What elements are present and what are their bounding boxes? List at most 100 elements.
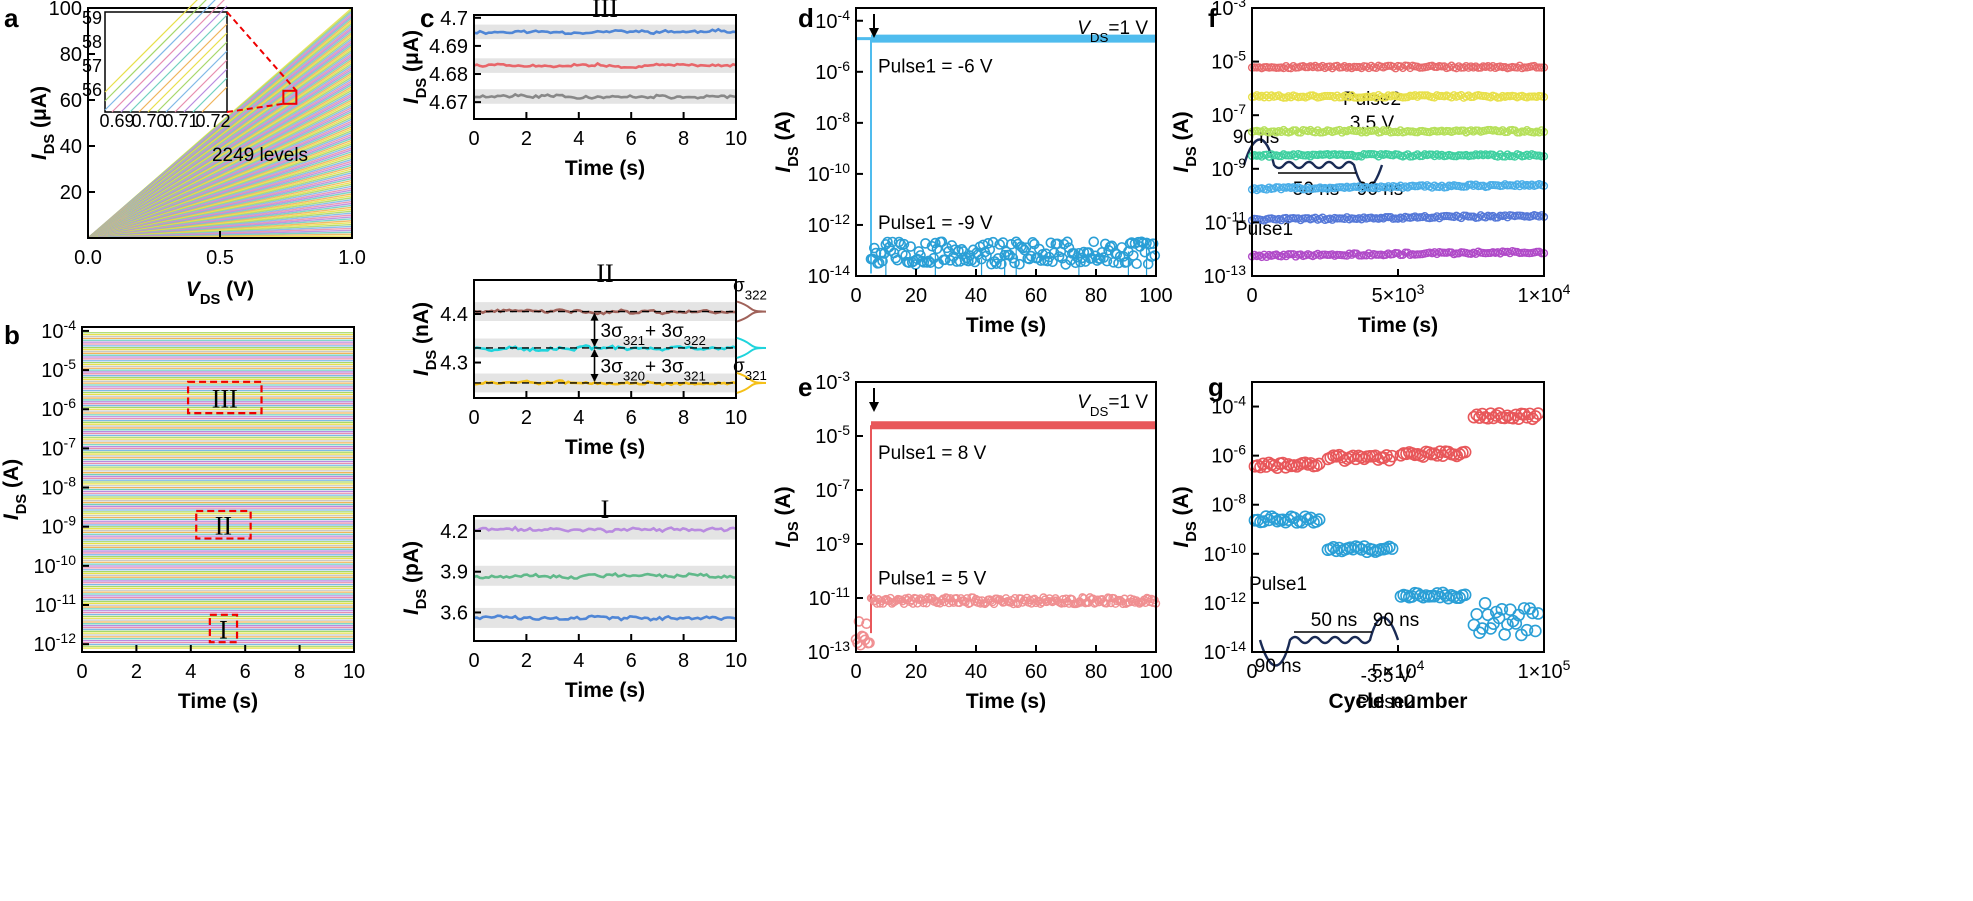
data-point <box>868 242 880 254</box>
y-tick-label: 4.2 <box>440 521 468 543</box>
data-point <box>1070 257 1081 269</box>
x-tick-label: 5×104 <box>1372 657 1425 683</box>
y-tick-label: 4.3 <box>440 353 468 375</box>
axes-frame <box>473 14 737 120</box>
waveform-label: Pulse1 <box>1249 574 1307 595</box>
x-tick-label: 0 <box>468 407 479 429</box>
x-tick-label: 10 <box>725 128 747 150</box>
waveform-label: 50 ns <box>1311 610 1357 631</box>
axes-frame <box>855 7 1157 277</box>
y-tick-label: 10-6 <box>41 395 76 421</box>
levels-annotation: 2249 levels <box>212 145 308 166</box>
data-point <box>1453 448 1466 461</box>
axes-frame <box>473 279 737 399</box>
data-point <box>1105 594 1114 603</box>
data-point <box>1447 93 1456 102</box>
y-tick-label: 10-14 <box>808 262 851 288</box>
data-point <box>1529 410 1542 423</box>
data-point <box>1312 513 1326 526</box>
data-point <box>1430 587 1444 600</box>
data-point <box>1025 250 1037 262</box>
data-point <box>1403 150 1412 159</box>
data-point <box>1383 540 1396 554</box>
y-tick-label: 10-6 <box>1211 442 1246 468</box>
data-point <box>1526 606 1539 620</box>
data-point <box>1009 257 1020 269</box>
scatter-series <box>1247 247 1549 262</box>
data-point <box>1362 251 1371 260</box>
data-point <box>1306 91 1315 100</box>
x-tick-label: 4 <box>573 650 584 672</box>
y-tick-label: 20 <box>60 182 82 204</box>
data-point <box>1520 623 1534 637</box>
inset-curve <box>183 68 228 113</box>
subplot-title: II <box>596 259 613 288</box>
data-point <box>1268 512 1281 525</box>
x-tick-label: 10 <box>725 650 747 672</box>
data-point <box>1062 236 1073 248</box>
x-tick-label: 6 <box>626 128 637 150</box>
data-point <box>853 616 865 627</box>
y-tick-label: 10-11 <box>1205 208 1247 234</box>
x-tick-label: 2 <box>521 650 532 672</box>
scatter-series <box>1247 61 1549 73</box>
distribution-curve <box>736 371 767 394</box>
y-tick-label: 10-8 <box>815 109 850 135</box>
data-point <box>1149 250 1161 261</box>
scatter-series <box>1247 179 1549 195</box>
x-tick-label: 8 <box>678 128 689 150</box>
x-tick-label: 6 <box>626 407 637 429</box>
y-tick-label: 10-7 <box>815 476 850 502</box>
data-point <box>864 637 875 649</box>
inset-curve <box>201 86 228 113</box>
x-axis-label: Time (s) <box>966 314 1046 337</box>
sigma-label: σ322 <box>733 276 767 303</box>
waveform-label: 90 ns <box>1255 656 1301 677</box>
x-tick-label: 20 <box>905 285 927 307</box>
region-label: III <box>212 384 238 413</box>
current-trace <box>473 27 737 36</box>
y-tick-label: 10-4 <box>41 317 76 343</box>
panel-label-b: b <box>4 320 20 350</box>
x-tick-label: 0 <box>850 285 861 307</box>
panel-label-g: g <box>1208 372 1224 402</box>
y-tick-label: 10-9 <box>815 530 850 556</box>
x-tick-label: 0 <box>76 661 87 683</box>
x-tick-label: 4 <box>185 661 196 683</box>
panel-b-lines <box>82 332 354 649</box>
data-point <box>1458 588 1472 602</box>
scatter-series <box>1247 125 1549 137</box>
y-axis-label: IDS (μA) <box>400 30 430 104</box>
data-point <box>1101 255 1113 267</box>
data-point <box>1515 61 1524 70</box>
zoom-line <box>226 11 298 92</box>
y-tick-label: 4.68 <box>429 64 468 86</box>
data-point <box>1473 411 1486 424</box>
x-tick-label: 0.0 <box>74 247 102 269</box>
x-tick-label: 2 <box>131 661 142 683</box>
data-point <box>1296 128 1305 137</box>
series-label: Pulse1 = 8 V <box>878 443 987 464</box>
data-point <box>982 238 994 249</box>
y-axis-label: IDS (nA) <box>410 302 440 376</box>
scatter-series <box>1248 510 1545 642</box>
current-trace <box>473 572 737 580</box>
x-tick-label: 4 <box>573 407 584 429</box>
scatter-series <box>1247 91 1549 102</box>
data-point <box>1420 91 1429 100</box>
data-point <box>1475 622 1489 635</box>
region-box <box>208 613 239 644</box>
y-axis-label: IDS (μA) <box>28 86 58 160</box>
data-point <box>892 254 903 266</box>
data-point <box>1342 213 1352 222</box>
series-label: Pulse1 = -9 V <box>878 213 993 234</box>
panel-label-d: d <box>798 3 814 33</box>
inset-curve <box>104 0 198 93</box>
scatter-group <box>856 34 1161 276</box>
data-point <box>956 244 968 255</box>
x-axis-label: Time (s) <box>178 690 258 713</box>
inset-y-tick: 58 <box>82 32 102 52</box>
current-trace <box>473 614 737 622</box>
y-axis-label: IDS (A) <box>0 459 30 520</box>
data-point <box>986 258 997 270</box>
